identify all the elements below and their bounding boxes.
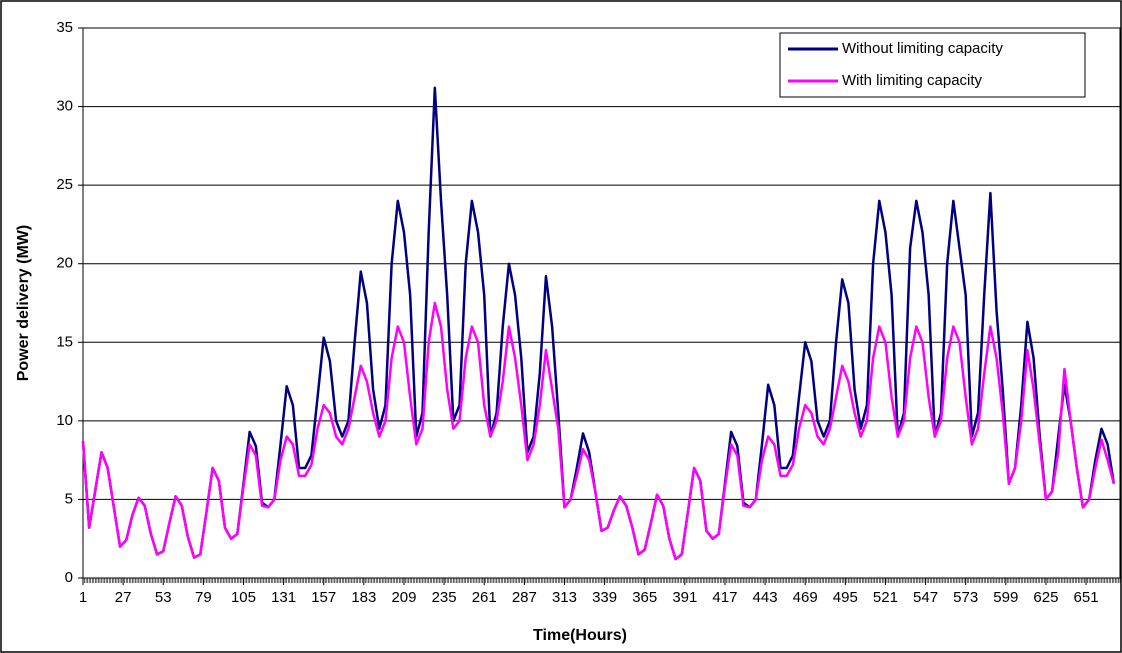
- x-tick-label: 235: [432, 589, 457, 606]
- x-tick-label: 599: [993, 589, 1018, 606]
- x-tick-label: 469: [793, 589, 818, 606]
- y-tick-label: 30: [56, 98, 73, 115]
- x-tick-label: 443: [753, 589, 778, 606]
- legend-label: Without limiting capacity: [842, 40, 1003, 57]
- x-tick-label: 261: [472, 589, 497, 606]
- x-tick-label: 651: [1074, 589, 1099, 606]
- y-tick-label: 15: [56, 333, 73, 350]
- x-tick-label: 339: [592, 589, 617, 606]
- x-tick-label: 53: [155, 589, 172, 606]
- x-tick-label: 313: [552, 589, 577, 606]
- x-tick-label: 79: [195, 589, 212, 606]
- x-tick-label: 1: [79, 589, 87, 606]
- x-tick-label: 547: [913, 589, 938, 606]
- x-tick-label: 183: [351, 589, 376, 606]
- y-axis-title: Power delivery (MW): [15, 225, 32, 381]
- x-tick-label: 27: [115, 589, 132, 606]
- x-axis-title: Time(Hours): [533, 627, 627, 644]
- x-tick-label: 573: [953, 589, 978, 606]
- x-tick-label: 131: [271, 589, 296, 606]
- legend-label: With limiting capacity: [842, 72, 983, 89]
- x-tick-label: 157: [311, 589, 336, 606]
- x-tick-label: 365: [632, 589, 657, 606]
- x-tick-label: 105: [231, 589, 256, 606]
- y-tick-label: 25: [56, 176, 73, 193]
- y-tick-label: 10: [56, 412, 73, 429]
- x-tick-label: 521: [873, 589, 898, 606]
- y-tick-label: 20: [56, 255, 73, 272]
- x-tick-label: 209: [391, 589, 416, 606]
- x-tick-label: 391: [672, 589, 697, 606]
- series-line: [81, 301, 1116, 561]
- x-tick-label: 287: [512, 589, 537, 606]
- x-tick-label: 625: [1033, 589, 1058, 606]
- x-tick-label: 495: [833, 589, 858, 606]
- y-tick-label: 0: [65, 569, 73, 586]
- x-tick-label: 417: [712, 589, 737, 606]
- legend-box: [779, 32, 1086, 98]
- y-tick-label: 35: [56, 19, 73, 36]
- y-tick-label: 5: [65, 490, 73, 507]
